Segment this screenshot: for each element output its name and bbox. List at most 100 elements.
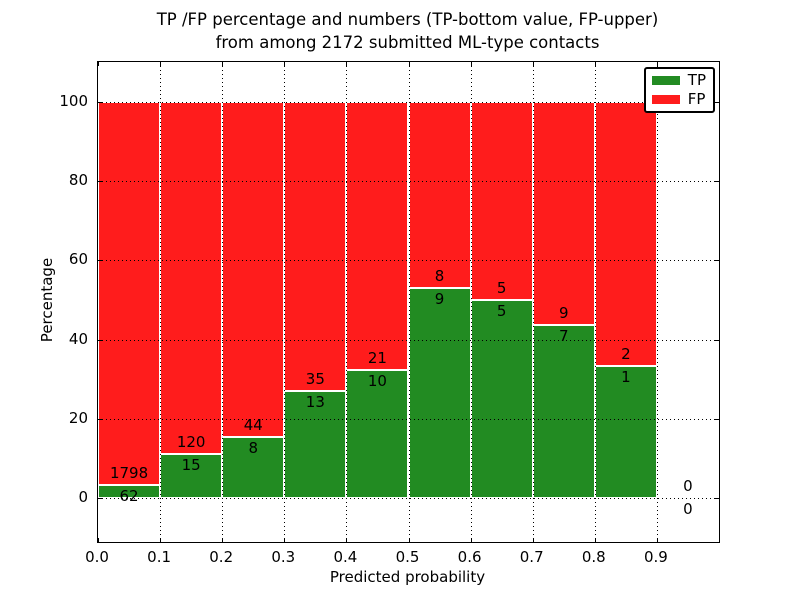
legend-item-tp: TP <box>651 71 706 89</box>
v-gridline <box>222 62 224 542</box>
x-tick <box>346 538 348 542</box>
tp-count-label: 1 <box>621 368 631 387</box>
x-tick <box>594 538 596 542</box>
x-tick <box>160 62 162 66</box>
x-tick <box>284 538 286 542</box>
fp-color-swatch <box>651 95 680 104</box>
y-tick <box>715 419 719 421</box>
y-tick <box>715 260 719 262</box>
legend-label-tp: TP <box>687 71 706 89</box>
bar-fp-segment <box>284 101 347 391</box>
x-tick <box>532 62 534 66</box>
x-tick <box>470 538 472 542</box>
v-gridline <box>532 62 534 542</box>
x-tick-label: 0.9 <box>643 548 668 566</box>
fp-count-label: 120 <box>176 433 206 452</box>
x-axis-label: Predicted probability <box>329 568 486 586</box>
fp-count-label: 8 <box>434 267 445 286</box>
x-tick-label: 0.7 <box>519 548 544 566</box>
y-tick-label: 20 <box>68 409 88 428</box>
tp-count-label: 0 <box>683 500 693 519</box>
v-gridline <box>470 62 472 542</box>
tp-count-label: 62 <box>119 487 139 506</box>
x-tick <box>656 62 658 66</box>
x-tick-label: 0.4 <box>333 548 358 566</box>
x-tick <box>98 62 99 66</box>
bar-fp-segment <box>470 101 533 300</box>
y-axis-label: Percentage <box>38 257 56 343</box>
bar-tp-segment <box>532 324 595 499</box>
y-tick <box>98 419 102 421</box>
fp-count-label: 21 <box>367 349 387 368</box>
x-tick <box>470 62 472 66</box>
v-gridline <box>656 62 658 542</box>
tp-count-label: 7 <box>558 326 569 345</box>
bar-tp-segment <box>160 454 223 499</box>
y-tick <box>98 101 102 103</box>
x-tick-label: 0.8 <box>581 548 606 566</box>
v-gridline <box>160 62 162 542</box>
tp-count-label: 10 <box>367 372 387 391</box>
bar-tp-segment <box>222 437 285 499</box>
x-tick-label: 0.5 <box>395 548 420 566</box>
x-tick <box>408 538 410 542</box>
y-tick <box>715 339 719 341</box>
fp-count-label: 0 <box>683 477 693 496</box>
y-tick <box>715 101 719 103</box>
fp-count-label: 35 <box>305 369 325 388</box>
y-tick <box>715 181 719 182</box>
x-tick <box>160 538 162 542</box>
y-tick <box>98 181 102 182</box>
tp-count-label: 8 <box>248 439 259 458</box>
v-gridline <box>408 62 410 542</box>
y-tick-label: 100 <box>59 91 88 110</box>
y-tick <box>98 498 102 500</box>
bar-tp-segment <box>284 390 347 499</box>
y-tick-label: 40 <box>68 329 88 348</box>
legend-label-fp: FP <box>687 90 706 108</box>
fp-count-label: 9 <box>558 303 569 322</box>
x-tick <box>98 538 99 542</box>
legend: TP FP <box>643 67 715 113</box>
bar-fp-segment <box>222 101 285 438</box>
y-tick <box>98 339 102 341</box>
x-tick <box>594 62 596 66</box>
x-tick <box>284 62 286 66</box>
tp-count-label: 9 <box>434 290 445 309</box>
v-gridline <box>594 62 596 542</box>
v-gridline <box>284 62 286 542</box>
tp-count-label: 13 <box>305 392 325 411</box>
fp-count-label: 5 <box>496 279 507 298</box>
tp-color-swatch <box>651 76 680 85</box>
x-tick <box>222 62 224 66</box>
fp-count-label: 2 <box>621 345 631 364</box>
bar-fp-segment <box>346 101 409 371</box>
y-tick-label: 0 <box>78 488 88 507</box>
bar-fp-segment <box>98 101 161 486</box>
x-tick <box>346 62 348 66</box>
plot-area: TP FP 1798 62 120 15 44 8 35 13 21 10 8 9 5 5 9 7 2 1 0 0 <box>97 61 720 543</box>
x-tick <box>408 62 410 66</box>
bar-fp-segment <box>532 101 595 325</box>
bar-tp-segment <box>470 300 533 499</box>
x-tick-label: 0.3 <box>271 548 296 566</box>
fp-count-label: 1798 <box>109 464 149 483</box>
legend-item-fp: FP <box>651 90 706 108</box>
x-tick <box>532 538 534 542</box>
tp-count-label: 15 <box>181 456 201 475</box>
chart-title: TP /FP percentage and numbers (TP-bottom… <box>97 8 718 54</box>
chart-title-line2: from among 2172 submitted ML-type contac… <box>215 33 600 52</box>
bar-tp-segment <box>98 485 161 499</box>
chart-title-line1: TP /FP percentage and numbers (TP-bottom… <box>156 10 659 29</box>
x-tick-label: 0.0 <box>85 548 109 566</box>
x-tick <box>656 538 658 542</box>
y-tick-label: 80 <box>68 171 88 189</box>
y-tick <box>98 260 102 262</box>
x-tick-label: 0.1 <box>147 548 172 566</box>
x-tick-label: 0.2 <box>209 548 234 566</box>
fp-count-label: 44 <box>243 416 263 435</box>
bar-fp-segment <box>160 101 223 455</box>
y-tick-label: 60 <box>68 250 88 269</box>
y-tick <box>715 498 719 500</box>
